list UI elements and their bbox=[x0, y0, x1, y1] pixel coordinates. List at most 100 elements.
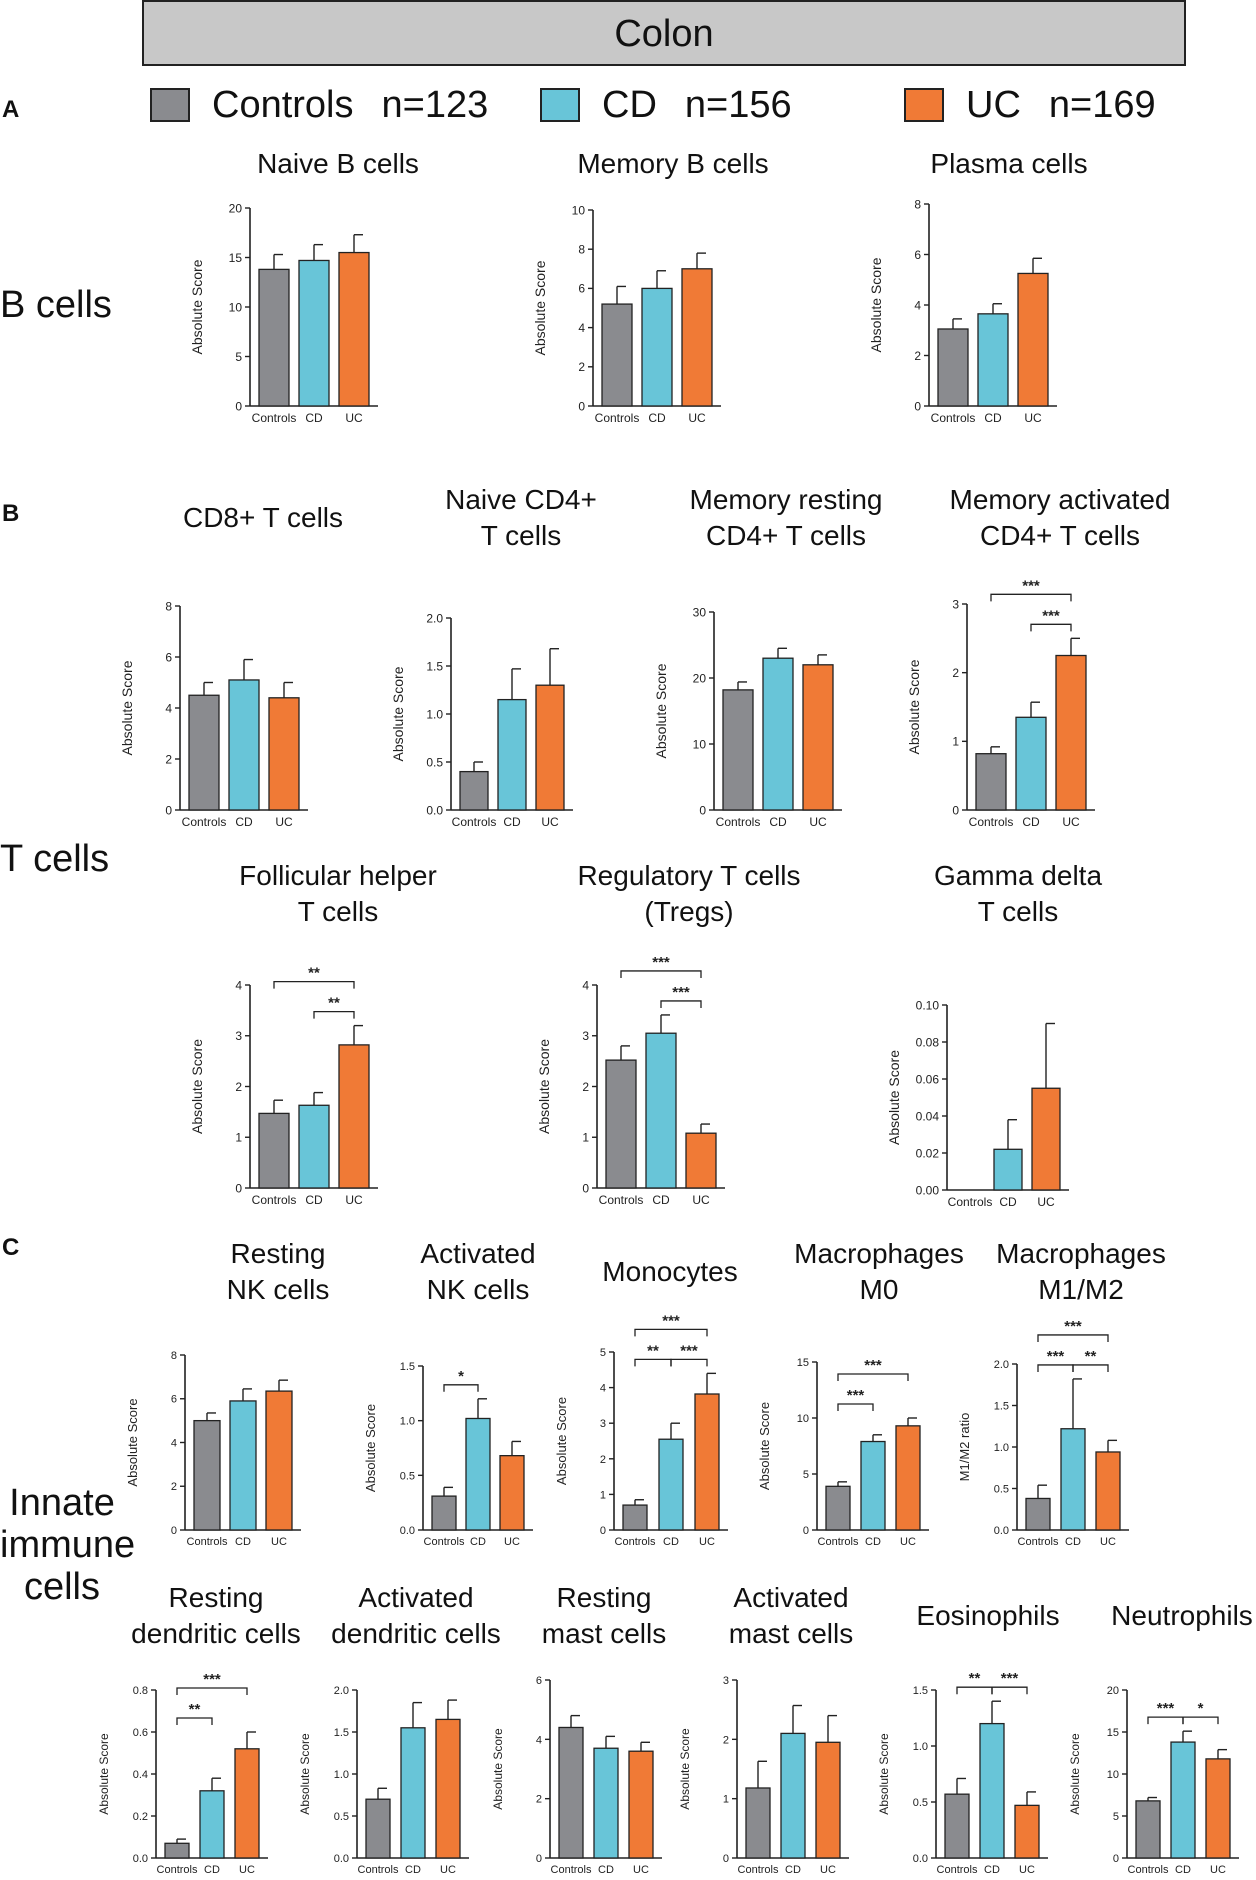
bar-cd bbox=[860, 1440, 886, 1531]
chart-title-act-mast: Activated mast cells bbox=[641, 1580, 941, 1652]
significance-bracket bbox=[1037, 1364, 1074, 1372]
chart-title-line: T cells bbox=[977, 896, 1059, 927]
y-tick-label: 2.0 bbox=[426, 611, 443, 625]
chart-title-line: Resting bbox=[230, 1238, 326, 1269]
chart-title-mem-act-cd4: Memory activated CD4+ T cells bbox=[910, 482, 1210, 554]
y-tick-label: 0.06 bbox=[916, 1072, 940, 1086]
x-tick-label: CD bbox=[785, 1864, 801, 1876]
significance-bracket bbox=[1072, 1364, 1109, 1372]
x-tick-label: Controls bbox=[595, 411, 640, 425]
bar-uc bbox=[535, 684, 565, 811]
y-tick-label: 10 bbox=[797, 1413, 809, 1425]
x-tick-label: UC bbox=[820, 1864, 836, 1876]
y-tick-label: 0 bbox=[235, 399, 242, 413]
y-tick-label: 0 bbox=[578, 399, 585, 413]
y-axis-label: Absolute Score bbox=[119, 660, 135, 755]
y-tick-label: 10 bbox=[1107, 1769, 1119, 1781]
bar-controls bbox=[722, 689, 754, 811]
bar-uc bbox=[499, 1455, 525, 1531]
y-tick-label: 0.2 bbox=[133, 1811, 148, 1823]
bar-controls bbox=[431, 1495, 457, 1531]
bar-controls bbox=[258, 1112, 290, 1189]
legend-label-uc: UC bbox=[966, 83, 1021, 126]
chart-title-memory-b: Memory B cells bbox=[523, 146, 823, 182]
chart-title-line: M0 bbox=[859, 1274, 899, 1305]
x-tick-label: CD bbox=[235, 815, 253, 829]
x-tick-label: Controls bbox=[252, 411, 297, 425]
significance-bracket bbox=[670, 1358, 708, 1367]
y-tick-label: 0.02 bbox=[916, 1146, 940, 1160]
significance-bracket bbox=[1037, 1334, 1109, 1342]
x-tick-label: UC bbox=[688, 411, 706, 425]
chart-title-cd8-t: CD8+ T cells bbox=[113, 500, 413, 536]
y-tick-label: 0.5 bbox=[426, 755, 443, 769]
bar-cd bbox=[497, 698, 527, 811]
y-tick-label: 2.0 bbox=[334, 1685, 349, 1697]
x-tick-label: Controls bbox=[358, 1864, 399, 1876]
chart-title-line: Monocytes bbox=[602, 1256, 738, 1287]
x-tick-label: Controls bbox=[931, 411, 976, 425]
chart-title-line: Resting bbox=[556, 1582, 652, 1613]
x-tick-label: UC bbox=[1037, 1195, 1055, 1209]
significance-bracket bbox=[176, 1717, 213, 1725]
significance-bracket bbox=[1030, 623, 1072, 632]
legend-n-uc: n=169 bbox=[1048, 83, 1156, 126]
y-tick-label: 2 bbox=[723, 1734, 729, 1746]
x-tick-label: CD bbox=[405, 1864, 421, 1876]
y-tick-label: 5 bbox=[235, 350, 242, 364]
legend-swatch-controls bbox=[150, 88, 190, 122]
y-tick-label: 0.5 bbox=[913, 1797, 928, 1809]
significance-label: *** bbox=[1042, 607, 1060, 624]
x-tick-label: UC bbox=[1024, 411, 1042, 425]
chart-title-mac-m1m2: Macrophages M1/M2 bbox=[931, 1236, 1231, 1308]
chart-title-naive-cd4: Naive CD4+ T cells bbox=[371, 482, 671, 554]
y-tick-label: 4 bbox=[235, 978, 242, 992]
x-tick-label: UC bbox=[271, 1536, 287, 1548]
bar-uc bbox=[895, 1425, 921, 1531]
x-tick-label: UC bbox=[1210, 1864, 1226, 1876]
y-tick-label: 1.5 bbox=[426, 659, 443, 673]
significance-label: ** bbox=[189, 1701, 201, 1718]
chart-title-line: M1/M2 bbox=[1038, 1274, 1124, 1305]
bar-uc bbox=[435, 1718, 461, 1859]
x-tick-label: Controls bbox=[738, 1864, 779, 1876]
x-tick-label: UC bbox=[440, 1864, 456, 1876]
y-axis-label: Absolute Score bbox=[363, 1404, 378, 1492]
y-tick-label: 0 bbox=[171, 1525, 177, 1537]
y-tick-label: 0.0 bbox=[133, 1853, 148, 1865]
significance-label: ** bbox=[328, 995, 340, 1012]
bar-cd bbox=[979, 1722, 1005, 1859]
y-tick-label: 0 bbox=[536, 1853, 542, 1865]
x-tick-label: UC bbox=[345, 411, 363, 425]
chart-title-line: Memory resting bbox=[689, 484, 883, 515]
y-tick-label: 1 bbox=[600, 1489, 606, 1501]
y-axis-label: Absolute Score bbox=[532, 260, 548, 355]
bar-uc bbox=[802, 664, 834, 811]
significance-bracket bbox=[634, 1358, 672, 1367]
significance-label: ** bbox=[1085, 1348, 1097, 1365]
significance-label: *** bbox=[1157, 1700, 1175, 1717]
y-axis-label: Absolute Score bbox=[390, 666, 406, 761]
significance-label: *** bbox=[847, 1387, 865, 1404]
x-tick-label: UC bbox=[692, 1193, 710, 1207]
significance-bracket bbox=[837, 1373, 909, 1381]
x-tick-label: CD bbox=[1022, 815, 1040, 829]
chart-title-line: Macrophages bbox=[996, 1238, 1166, 1269]
bar-cd bbox=[641, 287, 673, 407]
significance-bracket bbox=[634, 1328, 708, 1337]
y-tick-label: 15 bbox=[1107, 1727, 1119, 1739]
bar-controls bbox=[365, 1798, 391, 1859]
x-tick-label: CD bbox=[204, 1864, 220, 1876]
bar-cd bbox=[780, 1732, 806, 1859]
y-tick-label: 8 bbox=[171, 1350, 177, 1362]
bar-uc bbox=[1205, 1758, 1231, 1859]
x-tick-label: Controls bbox=[424, 1536, 465, 1548]
chart-title-tregs: Regulatory T cells (Tregs) bbox=[539, 858, 839, 930]
x-tick-label: CD bbox=[503, 815, 521, 829]
x-tick-label: CD bbox=[984, 411, 1002, 425]
x-tick-label: CD bbox=[769, 815, 787, 829]
bar-controls bbox=[975, 753, 1007, 811]
bar-uc bbox=[1055, 654, 1087, 811]
x-tick-label: CD bbox=[470, 1536, 486, 1548]
bar-uc bbox=[681, 268, 713, 407]
